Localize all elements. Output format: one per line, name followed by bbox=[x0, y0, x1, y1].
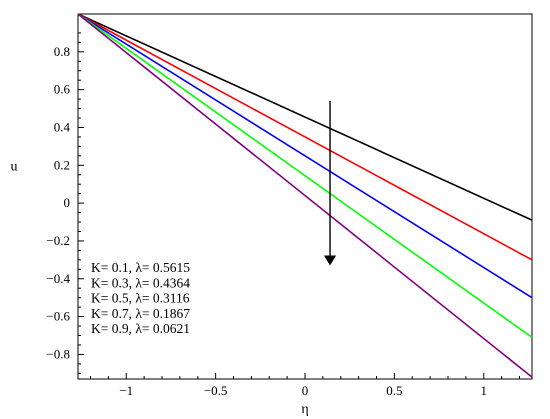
y-tick-label: −0.2 bbox=[46, 233, 70, 248]
x-tick-label: 0 bbox=[302, 383, 309, 398]
legend-entry: K= 0.1, λ= 0.5615 bbox=[91, 260, 190, 275]
y-tick-label: 0.4 bbox=[54, 119, 71, 134]
x-tick-label: 1 bbox=[480, 383, 487, 398]
legend-entry: K= 0.5, λ= 0.3116 bbox=[91, 291, 190, 306]
series-line-1 bbox=[77, 13, 533, 221]
y-tick-label: −0.6 bbox=[46, 309, 70, 324]
y-tick-label: 0.6 bbox=[54, 82, 71, 97]
annotation-arrow bbox=[324, 100, 337, 266]
x-tick-label: 0.5 bbox=[386, 383, 402, 398]
x-axis-ticks: −1 −0.5 0 0.5 1 bbox=[90, 373, 520, 398]
legend-entry: K= 0.9, λ= 0.0621 bbox=[91, 321, 190, 336]
series-layer bbox=[77, 13, 533, 378]
series-line-3 bbox=[77, 13, 533, 299]
y-tick-label: 0.8 bbox=[54, 44, 70, 59]
y-tick-label: −0.4 bbox=[46, 271, 70, 286]
series-line-5 bbox=[77, 13, 533, 378]
legend-entry: K= 0.3, λ= 0.4364 bbox=[91, 275, 190, 290]
x-tick-label: −0.5 bbox=[204, 383, 228, 398]
series-line-4 bbox=[77, 13, 533, 339]
y-tick-label: 0.2 bbox=[54, 157, 70, 172]
y-tick-label: −0.8 bbox=[46, 346, 70, 361]
y-axis-label: u bbox=[11, 159, 18, 174]
y-axis-ticks: 0.8 0.6 0.4 0.2 0 −0.2 −0.4 −0.6 −0.8 bbox=[46, 32, 84, 374]
x-tick-label: −1 bbox=[119, 383, 133, 398]
x-axis-label: η bbox=[301, 402, 308, 417]
y-tick-label: 0 bbox=[64, 195, 71, 210]
series-line-2 bbox=[77, 13, 533, 261]
legend-entry: K= 0.7, λ= 0.1867 bbox=[91, 306, 190, 321]
arrow-head bbox=[324, 255, 337, 266]
